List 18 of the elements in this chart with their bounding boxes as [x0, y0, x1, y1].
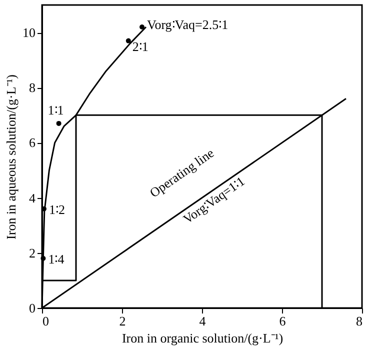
y-tick-label: 8 [29, 80, 36, 96]
y-tick-label: 4 [29, 190, 36, 206]
annotation: Vorg∶Vaq=2.5∶1 [147, 17, 228, 32]
x-tick-label: 0 [42, 314, 49, 328]
x-tick-label: 6 [279, 314, 286, 328]
annotation: 2∶1 [132, 38, 148, 54]
x-tick-label: 8 [356, 314, 362, 328]
y-tick-label: 10 [22, 25, 36, 40]
y-tick-label: 6 [29, 135, 36, 150]
y-tick-label: 0 [29, 300, 36, 316]
x-tick-label: 2 [119, 314, 126, 328]
y-tick-label: 2 [29, 245, 36, 260]
annotation: 1∶4 [48, 251, 65, 266]
annotation: 1∶1 [48, 102, 64, 118]
x-tick-label: 4 [199, 314, 206, 328]
y-axis-title: Iron in aqueous solution/(g·L⁻¹) [4, 74, 18, 240]
annotation: 1∶2 [49, 202, 65, 217]
x-axis-title: Iron in organic solution/(g·L⁻¹) [122, 330, 284, 346]
